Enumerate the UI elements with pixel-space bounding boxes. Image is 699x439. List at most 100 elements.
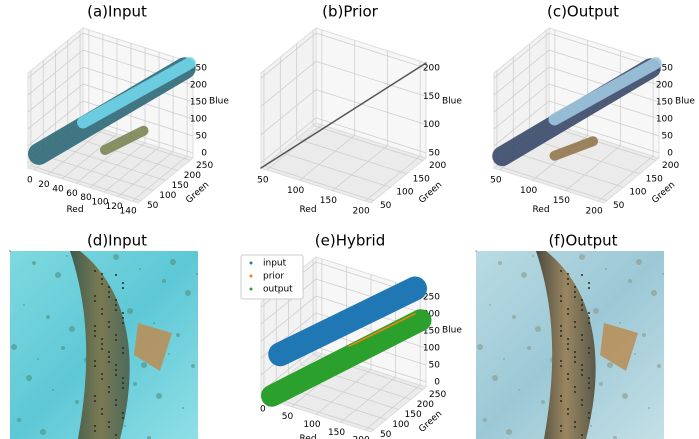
- fish-spot: [567, 283, 569, 285]
- fish-spot: [108, 421, 110, 423]
- pebble: [23, 304, 25, 306]
- z-tick-label: 0: [201, 148, 207, 158]
- z-axis-label: Blue: [209, 97, 229, 107]
- fish-spot: [560, 365, 562, 367]
- pebble: [170, 259, 176, 265]
- fish-spot: [588, 322, 590, 324]
- fish-spot: [588, 282, 590, 284]
- fish-spot: [94, 395, 96, 397]
- fish-spot: [567, 343, 569, 345]
- fish-spot: [108, 356, 110, 358]
- fish-spot: [115, 404, 117, 406]
- fish-spot: [560, 430, 562, 432]
- fish-spot: [581, 304, 583, 306]
- x-tick-label: 150: [553, 196, 570, 206]
- fish-spot: [574, 391, 576, 393]
- pebble: [506, 429, 512, 435]
- pebble: [9, 250, 11, 252]
- panel: (f)Output: [475, 232, 664, 439]
- pebble: [541, 400, 545, 404]
- fish-spot: [560, 400, 562, 402]
- fish-spot: [581, 399, 583, 401]
- pebble: [535, 326, 541, 332]
- fish-spot: [560, 425, 562, 427]
- fish-spot: [101, 378, 103, 380]
- pebble: [492, 375, 498, 381]
- z-tick-label: 50: [429, 148, 441, 158]
- fish-spot: [560, 335, 562, 337]
- fish-spot: [588, 387, 590, 389]
- pebble: [512, 315, 516, 319]
- fish-spot: [567, 378, 569, 380]
- figure: (a)Input02040608010012014050100150200250…: [0, 0, 699, 439]
- pebble: [590, 425, 592, 427]
- x-tick-label: 200: [353, 436, 370, 439]
- fish-spot: [115, 304, 117, 306]
- pebble: [483, 418, 487, 422]
- x-tick-label: 60: [66, 189, 78, 199]
- fish-spot: [101, 373, 103, 375]
- z-tick-label: 200: [423, 64, 440, 74]
- pebble: [634, 353, 636, 355]
- y-tick-label: 100: [392, 420, 409, 430]
- legend-marker: [250, 288, 253, 291]
- pebble: [69, 326, 75, 332]
- pebble: [185, 290, 191, 296]
- fish-spot: [94, 330, 96, 332]
- z-tick-label: 150: [423, 92, 440, 102]
- pebble: [619, 322, 621, 324]
- x-tick-label: 150: [328, 428, 345, 438]
- pebble: [141, 362, 147, 368]
- x-tick-label: 20: [38, 180, 50, 190]
- fish-spot: [588, 347, 590, 349]
- fish-spot: [574, 326, 576, 328]
- fish-spot: [94, 270, 96, 272]
- fish-spot: [581, 309, 583, 311]
- fish-spot: [574, 351, 576, 353]
- fish-spot: [115, 369, 117, 371]
- panel: (d)Input: [9, 232, 198, 439]
- y-tick-label: 200: [417, 400, 434, 410]
- y-tick-label: 150: [172, 181, 189, 191]
- y-tick-label: 200: [429, 161, 446, 171]
- pebble: [156, 393, 162, 399]
- fish-spot: [581, 434, 583, 436]
- pebble: [657, 364, 661, 368]
- fish-spot: [94, 400, 96, 402]
- fish-spot: [560, 325, 562, 327]
- fish-spot: [94, 325, 96, 327]
- pebble: [66, 255, 68, 257]
- fish-spot: [115, 299, 117, 301]
- fish-spot: [574, 421, 576, 423]
- x-tick-label: 100: [287, 186, 304, 196]
- z-tick-label: 50: [196, 131, 208, 141]
- pebble: [651, 290, 657, 296]
- fish-spot: [560, 395, 562, 397]
- x-tick-label: 0: [27, 175, 33, 185]
- z-tick-label: 100: [190, 114, 207, 124]
- fish-spot: [122, 352, 124, 354]
- pebble: [37, 358, 39, 360]
- pebble: [113, 254, 119, 260]
- pebble: [477, 344, 483, 350]
- fish-spot: [567, 313, 569, 315]
- fish-spot: [108, 326, 110, 328]
- x-tick-label: 200: [586, 207, 603, 217]
- fish-spot: [101, 338, 103, 340]
- fish-spot: [122, 347, 124, 349]
- fish-spot: [560, 300, 562, 302]
- fish-spot: [94, 365, 96, 367]
- fish-spot: [94, 335, 96, 337]
- fish-spot: [588, 317, 590, 319]
- fish-spot: [108, 291, 110, 293]
- pebble: [17, 418, 21, 422]
- fish-spot: [588, 412, 590, 414]
- fish-spot: [567, 338, 569, 340]
- fish-spot: [581, 334, 583, 336]
- fish-spot: [574, 321, 576, 323]
- fish-spot: [122, 287, 124, 289]
- fish-spot: [560, 270, 562, 272]
- pebble: [176, 333, 180, 337]
- fish-spot: [101, 308, 103, 310]
- x-tick-label: 50: [257, 175, 269, 185]
